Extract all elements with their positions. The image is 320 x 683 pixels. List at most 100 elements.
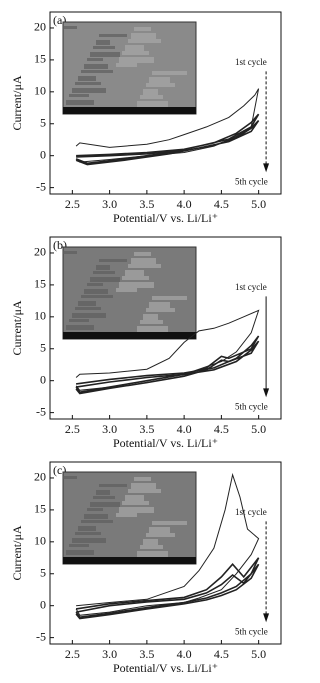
y-tick-label: -5	[36, 404, 46, 418]
sem-texture	[99, 34, 127, 37]
sem-texture	[125, 45, 144, 51]
sem-texture	[149, 527, 170, 533]
plot-frame	[49, 236, 282, 420]
sem-texture	[84, 64, 108, 69]
sem-texture	[146, 308, 175, 312]
sem-texture	[78, 526, 96, 531]
sem-texture	[128, 264, 161, 268]
sem-texture	[90, 277, 120, 282]
arrow-head	[263, 388, 270, 398]
sem-texture	[69, 544, 89, 547]
y-tick-label: 20	[34, 470, 46, 484]
y-axis-label: Current/μA	[10, 75, 24, 130]
y-axis-label: Current/μA	[10, 300, 24, 355]
annotation: 5th cycle	[235, 177, 268, 187]
sem-texture	[90, 502, 120, 507]
sem-texture	[149, 302, 170, 308]
sem-texture	[87, 283, 103, 286]
sem-texture	[96, 40, 110, 45]
sem-texture	[66, 100, 94, 105]
sem-texture	[131, 483, 156, 489]
y-tick-label: 0	[40, 597, 46, 611]
sem-texture	[63, 251, 77, 254]
sem-bar	[63, 557, 196, 564]
sem-texture	[137, 101, 168, 107]
sem-bar	[63, 332, 196, 339]
x-tick-label: 5.0	[251, 197, 266, 211]
sem-texture	[146, 533, 175, 537]
sem-texture	[131, 258, 156, 264]
sem-texture	[72, 88, 106, 93]
sem-texture	[122, 501, 149, 505]
sem-texture	[149, 77, 170, 83]
annotation: 1st cycle	[235, 282, 267, 292]
sem-texture	[137, 551, 168, 557]
sem-texture	[119, 57, 154, 63]
sem-texture	[128, 489, 161, 493]
sem-texture	[63, 476, 77, 479]
cv-curve	[75, 557, 260, 619]
annotation: 1st cycle	[235, 507, 267, 517]
x-tick-label: 4.0	[177, 647, 192, 661]
sem-texture	[93, 496, 115, 499]
sem-texture	[84, 289, 108, 294]
y-tick-label: 15	[34, 502, 46, 516]
x-axis-label: Potential/V vs. Li/Li⁺	[113, 211, 218, 225]
sem-texture	[87, 58, 103, 61]
sem-texture	[116, 513, 137, 517]
sem-texture	[134, 477, 151, 481]
cv-curve	[75, 113, 260, 165]
x-tick-label: 2.5	[65, 197, 80, 211]
sem-texture	[78, 76, 96, 81]
sem-texture	[143, 539, 158, 545]
sem-texture	[152, 296, 187, 300]
x-tick-label: 3.5	[139, 197, 154, 211]
sem-texture	[75, 82, 101, 85]
sem-texture	[134, 27, 151, 31]
sem-texture	[122, 276, 149, 280]
y-tick-label: 15	[34, 277, 46, 291]
sem-texture	[146, 83, 175, 87]
sem-texture	[125, 495, 144, 501]
y-tick-label: 0	[40, 147, 46, 161]
sem-texture	[90, 52, 120, 57]
y-tick-label: 15	[34, 52, 46, 66]
sem-texture	[69, 319, 89, 322]
sem-texture	[134, 252, 151, 256]
sem-texture	[66, 550, 94, 555]
annotation: 5th cycle	[235, 627, 268, 637]
y-tick-label: 10	[34, 309, 46, 323]
y-tick-label: 20	[34, 245, 46, 259]
sem-texture	[119, 282, 154, 288]
x-tick-label: 4.5	[214, 422, 229, 436]
x-tick-label: 3.0	[102, 422, 117, 436]
sem-texture	[96, 265, 110, 270]
sem-texture	[78, 301, 96, 306]
sem-texture	[72, 313, 106, 318]
sem-texture	[66, 325, 94, 330]
arrow-head	[263, 613, 270, 623]
y-tick-label: 10	[34, 534, 46, 548]
annotation: 5th cycle	[235, 402, 268, 412]
y-tick-label: -5	[36, 629, 46, 643]
cv-curve	[75, 472, 260, 616]
plot-frame	[49, 461, 282, 645]
x-tick-label: 4.5	[214, 647, 229, 661]
x-tick-label: 4.5	[214, 197, 229, 211]
annotation: 1st cycle	[235, 57, 267, 67]
x-tick-label: 5.0	[251, 422, 266, 436]
sem-texture	[81, 520, 113, 523]
x-tick-label: 4.0	[177, 197, 192, 211]
x-tick-label: 5.0	[251, 647, 266, 661]
x-tick-label: 2.5	[65, 422, 80, 436]
sem-texture	[81, 295, 113, 298]
sem-texture	[128, 39, 161, 43]
y-tick-label: 20	[34, 20, 46, 34]
plot-frame	[49, 11, 282, 195]
sem-texture	[140, 545, 163, 549]
sem-texture	[140, 95, 163, 99]
sem-texture	[99, 484, 127, 487]
sem-texture	[122, 51, 149, 55]
sem-texture	[152, 521, 187, 525]
x-tick-label: 3.0	[102, 647, 117, 661]
